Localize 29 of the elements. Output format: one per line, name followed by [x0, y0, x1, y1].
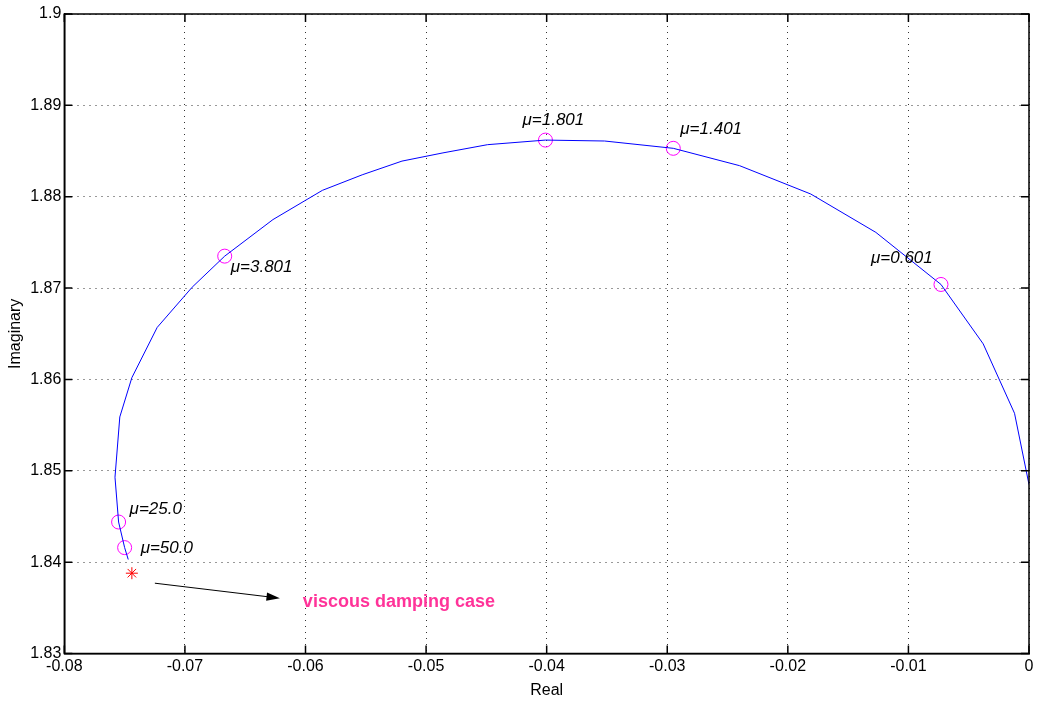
y-tick-label: 1.85	[30, 461, 62, 479]
x-tick-label: -0.02	[769, 656, 807, 674]
y-tick-label: 1.88	[30, 187, 62, 205]
y-tick-label: 1.84	[30, 552, 62, 570]
x-tick-label: -0.03	[649, 656, 686, 674]
x-tick-label: 0	[1024, 656, 1034, 674]
annotation: μ=25.0	[128, 499, 183, 519]
annotation: μ=3.801	[229, 257, 293, 277]
annotation: μ=50.0	[139, 537, 194, 557]
x-tick-label: -0.04	[528, 656, 566, 674]
point	[933, 276, 949, 292]
y-tick-label: 1.9	[39, 4, 62, 22]
y-axis-title: Imaginary	[6, 298, 24, 369]
point	[111, 514, 127, 530]
point	[125, 566, 139, 580]
annotation: μ=1.801	[521, 110, 585, 130]
point	[665, 140, 681, 156]
y-tick-label: 1.89	[30, 95, 62, 113]
annotation: μ=1.401	[679, 119, 743, 139]
x-axis-title: Real	[530, 680, 564, 698]
x-tick-label: -0.06	[287, 656, 324, 674]
point	[537, 132, 553, 148]
x-tick-label: -0.05	[407, 656, 445, 674]
x-tick-label: -0.01	[890, 656, 927, 674]
y-tick-label: 1.87	[30, 278, 62, 296]
x-tick-label: -0.07	[166, 656, 204, 674]
y-tick-label: 1.86	[30, 369, 62, 387]
annotation: viscous damping case	[302, 591, 495, 612]
point	[117, 540, 133, 556]
